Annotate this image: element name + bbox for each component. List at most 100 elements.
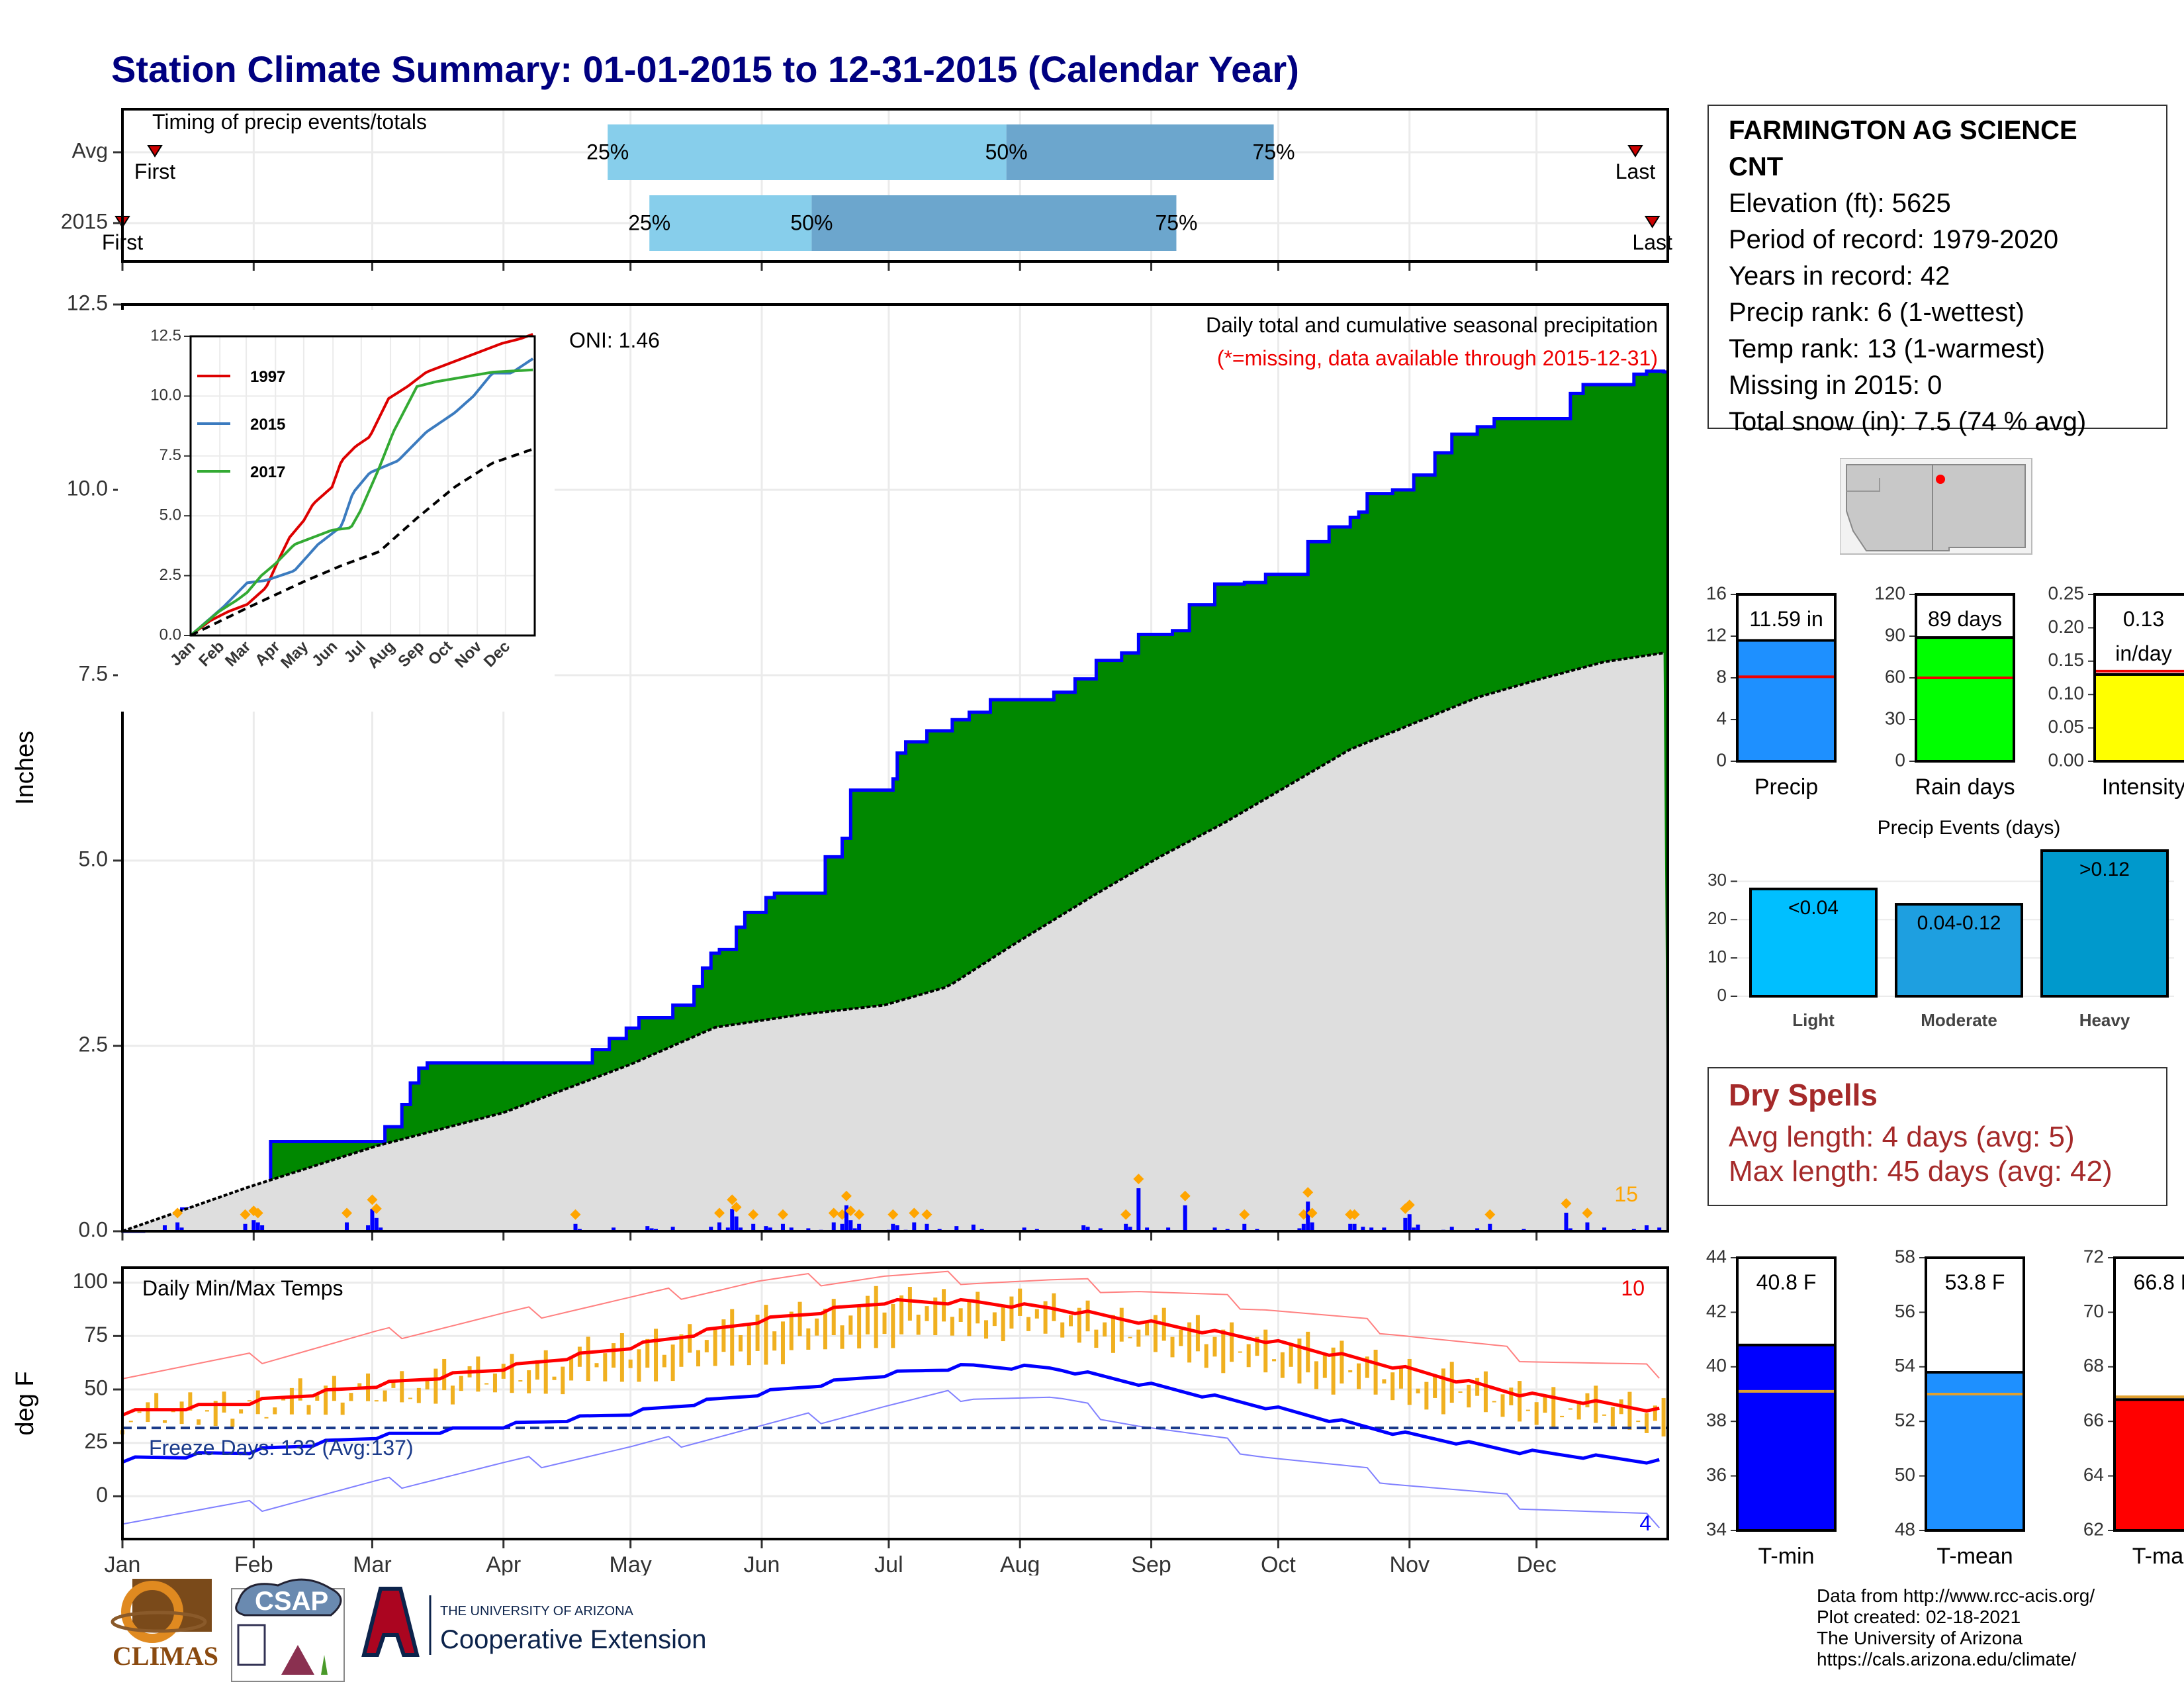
temp-daily-bar: [612, 1343, 616, 1368]
summary-ytick-label: 0: [1895, 749, 1905, 770]
temp-daily-bar: [730, 1309, 735, 1366]
daily-precip-marker: [570, 1209, 581, 1220]
daily-precip-marker: [748, 1209, 759, 1220]
temp-daily-bar: [1627, 1391, 1632, 1430]
dry-spells-heading: Dry Spells: [1729, 1078, 1878, 1112]
summary-ytick-label: 0.10: [2048, 683, 2085, 704]
temp-ylabel: deg F: [11, 1371, 39, 1435]
summary-frame: [1736, 1256, 1837, 1532]
daily-precip-bar: [1166, 1227, 1171, 1231]
temp-daily-bar: [925, 1306, 929, 1321]
ua-logo: THE UNIVERSITY OF ARIZONA Cooperative Ex…: [361, 1587, 706, 1657]
temp-daily-bar: [1518, 1381, 1522, 1422]
daily-precip-bar: [1382, 1227, 1387, 1231]
summary-ytick-label: 52: [1895, 1410, 1915, 1430]
main-count-label: 15: [1614, 1182, 1638, 1206]
temp-daily-bar: [340, 1402, 345, 1415]
station-name-2: CNT: [1729, 152, 1784, 181]
temp-ytick-label: 50: [84, 1376, 108, 1399]
daily-precip-marker: [854, 1209, 865, 1220]
daily-precip-bar: [1568, 1228, 1572, 1231]
daily-precip-bar: [925, 1223, 929, 1231]
daily-precip-bar: [670, 1227, 675, 1231]
timing-bar-q2: [608, 124, 1007, 180]
temp-daily-bar: [764, 1305, 768, 1365]
temp-daily-bar: [747, 1325, 751, 1366]
temp-daily-bar: [1653, 1405, 1657, 1421]
summary-value-label: 89 days: [1928, 607, 2002, 631]
station-period: Period of record: 1979-2020: [1729, 225, 2059, 254]
daily-precip-bar: [573, 1223, 578, 1231]
summary-ytick-label: 68: [2083, 1355, 2104, 1376]
timing-row-label: Avg: [71, 138, 108, 162]
events-bar-light: [1749, 887, 1878, 998]
temp-daily-bar: [1331, 1347, 1336, 1395]
temp-daily-bar: [1568, 1408, 1572, 1410]
temp-daily-bar: [1594, 1385, 1598, 1423]
logos: CLIMAS CSAP THE UNIVERSITY OF ARIZONA Co…: [111, 1578, 706, 1682]
temp-daily-bar: [874, 1286, 878, 1348]
temp-daily-bar: [797, 1301, 802, 1336]
summary-ytick-label: 0.00: [2048, 749, 2085, 770]
timing-last-marker: [1644, 216, 1661, 228]
summary-axis-label: Precip: [1754, 774, 1818, 800]
temp-daily-bar: [543, 1350, 548, 1394]
daily-precip-bar: [374, 1217, 379, 1231]
temp-daily-bar: [662, 1354, 666, 1368]
temp-daily-bar: [205, 1410, 209, 1412]
temp-daily-bar: [916, 1315, 921, 1335]
daily-precip-bar: [175, 1222, 180, 1231]
daily-precip-bar: [1352, 1223, 1357, 1231]
summary-ytick-label: 38: [1706, 1410, 1727, 1430]
daily-precip-bar: [709, 1227, 713, 1231]
daily-precip-marker: [1561, 1198, 1572, 1209]
page-title: Station Climate Summary: 01-01-2015 to 1…: [111, 48, 1299, 90]
temp-daily-bar: [1034, 1309, 1039, 1319]
temp-daily-bar: [1551, 1387, 1556, 1429]
temp-count-low: 4: [1639, 1511, 1651, 1535]
daily-precip-bar: [649, 1228, 654, 1231]
daily-precip-bar: [1602, 1227, 1607, 1231]
temp-daily-bar: [1636, 1421, 1641, 1423]
main-ytick-label: 7.5: [79, 661, 108, 685]
temp-daily-bar: [594, 1363, 599, 1368]
daily-precip-bar: [1369, 1227, 1374, 1231]
inset-ytick-label: 10.0: [150, 387, 181, 404]
daily-precip-bar: [840, 1223, 844, 1231]
temp-daily-bar: [1212, 1336, 1217, 1357]
summary-ytick-label: 40: [1706, 1355, 1727, 1376]
main-ytick-label: 10.0: [67, 476, 108, 500]
temp-daily-bar: [1018, 1288, 1023, 1316]
temp-daily-bar: [688, 1324, 692, 1353]
daily-precip-bar: [612, 1227, 616, 1231]
temp-daily-bar: [247, 1400, 251, 1402]
climas-logo: CLIMAS: [111, 1579, 218, 1671]
summary-bar-t-min: [1736, 1343, 1837, 1532]
temp-xtick-label: Jan: [105, 1552, 141, 1575]
temp-daily-bar: [492, 1373, 497, 1393]
temp-daily-bar: [992, 1312, 997, 1327]
summary-value-label: 11.59 in: [1749, 607, 1823, 631]
summary-ytick-label: 12: [1706, 624, 1727, 645]
temp-ytick-label: 100: [73, 1269, 108, 1293]
temp-daily-bar: [848, 1315, 853, 1335]
credits-line1: Data from http://www.rcc-acis.org/: [1817, 1585, 2095, 1606]
timing-first-label: First: [134, 160, 175, 183]
summary-ytick-label: 62: [2083, 1519, 2104, 1539]
daily-precip-bar: [1098, 1228, 1103, 1231]
timing-last-label: Last: [1632, 230, 1672, 254]
temp-daily-bar: [357, 1383, 362, 1387]
summary-ytick-label: 58: [1895, 1246, 1915, 1266]
temp-daily-bar: [1373, 1349, 1378, 1395]
summary-ytick-label: 56: [1895, 1301, 1915, 1321]
temp-daily-bar: [433, 1368, 438, 1404]
temp-daily-bar: [1145, 1322, 1150, 1336]
temp-summary-chart: 34 36 38 40 42 44 40.8 F T-min 48 50 52 54 56 58 53.8 …: [1706, 1246, 2184, 1569]
temp-xtick-label: Aug: [1000, 1552, 1040, 1575]
inset-legend-label: 2015: [250, 416, 285, 434]
temp-daily-bar: [1560, 1415, 1565, 1417]
daily-precip-bar: [1585, 1222, 1590, 1231]
temp-daily-bar: [222, 1391, 226, 1413]
station-precip-rank: Precip rank: 6 (1-wettest): [1729, 298, 2025, 327]
daily-precip-bar: [895, 1225, 899, 1231]
